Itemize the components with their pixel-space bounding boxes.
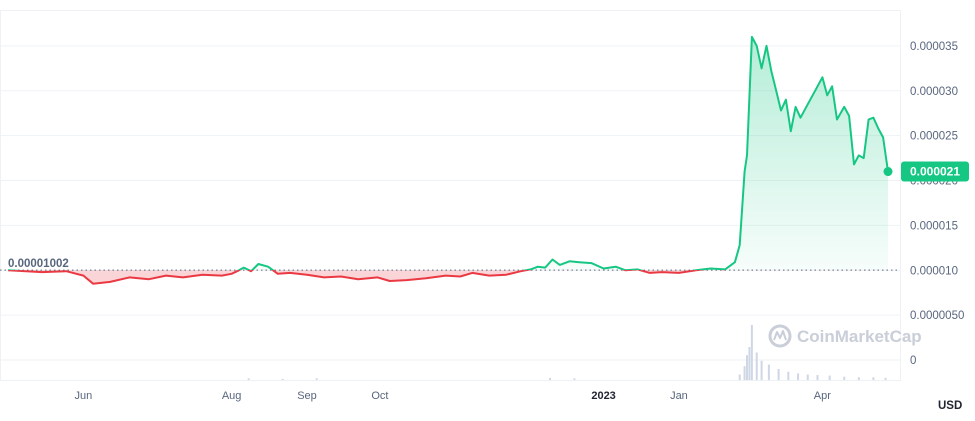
- y-tick-label: 0.000035: [910, 41, 958, 53]
- current-price-label: 0.000021: [910, 165, 960, 179]
- current-price-dot[interactable]: [883, 167, 893, 177]
- coinmarketcap-logo-icon: [768, 324, 792, 348]
- volume-bar: [738, 374, 741, 380]
- volume-bar: [549, 377, 552, 380]
- y-tick-label: 0.000025: [910, 131, 958, 143]
- current-price-badge: 0.000021: [901, 161, 969, 182]
- x-tick-label: Jan: [670, 390, 688, 402]
- volume-bar: [247, 378, 250, 380]
- x-axis-ticks: Jun Aug Sep Oct 2023 Jan Apr: [74, 390, 831, 402]
- price-line-above-baseline: [8, 35, 889, 271]
- y-axis-ticks: 00.00000500.0000100.0000150.0000200.0000…: [910, 41, 964, 367]
- y-tick-label: 0.0000050: [910, 310, 964, 322]
- volume-bar: [755, 352, 758, 380]
- area-fill-above-baseline: [239, 36, 888, 271]
- y-tick-label: 0.000030: [910, 86, 958, 98]
- volume-bar: [787, 371, 790, 380]
- volume-bar: [750, 325, 753, 380]
- volume-bar: [843, 376, 846, 380]
- y-tick-label: 0.000015: [910, 220, 958, 232]
- x-tick-label: Oct: [371, 390, 388, 402]
- volume-bar: [281, 378, 284, 380]
- x-tick-label: 2023: [591, 390, 615, 402]
- volume-bar: [743, 366, 746, 380]
- volume-bar: [748, 347, 751, 380]
- volume-bar: [816, 375, 819, 380]
- volume-bar: [872, 377, 875, 380]
- volume-bar: [777, 369, 780, 380]
- x-tick-label: Sep: [297, 390, 317, 402]
- volume-bar: [828, 375, 831, 380]
- x-tick-label: Jun: [74, 390, 92, 402]
- volume-bar: [746, 355, 749, 380]
- x-tick-label: Aug: [222, 390, 242, 402]
- currency-label: USD: [938, 400, 962, 412]
- volume-bars: [247, 325, 887, 380]
- baseline-label: 0.00001002: [8, 258, 69, 270]
- y-tick-label: 0: [910, 355, 916, 367]
- coinmarketcap-watermark: CoinMarketCap: [768, 324, 922, 348]
- y-tick-label: 0.000010: [910, 265, 958, 277]
- volume-bar: [760, 360, 763, 380]
- volume-bar: [884, 377, 887, 380]
- volume-bar: [857, 377, 860, 380]
- volume-bar: [806, 374, 809, 380]
- watermark-text: CoinMarketCap: [797, 327, 922, 346]
- volume-bar: [767, 364, 770, 380]
- x-tick-label: Apr: [814, 390, 831, 402]
- volume-bar: [797, 373, 800, 380]
- volume-bar: [315, 378, 318, 380]
- plot-frame: [0, 10, 901, 381]
- volume-bar: [573, 378, 576, 380]
